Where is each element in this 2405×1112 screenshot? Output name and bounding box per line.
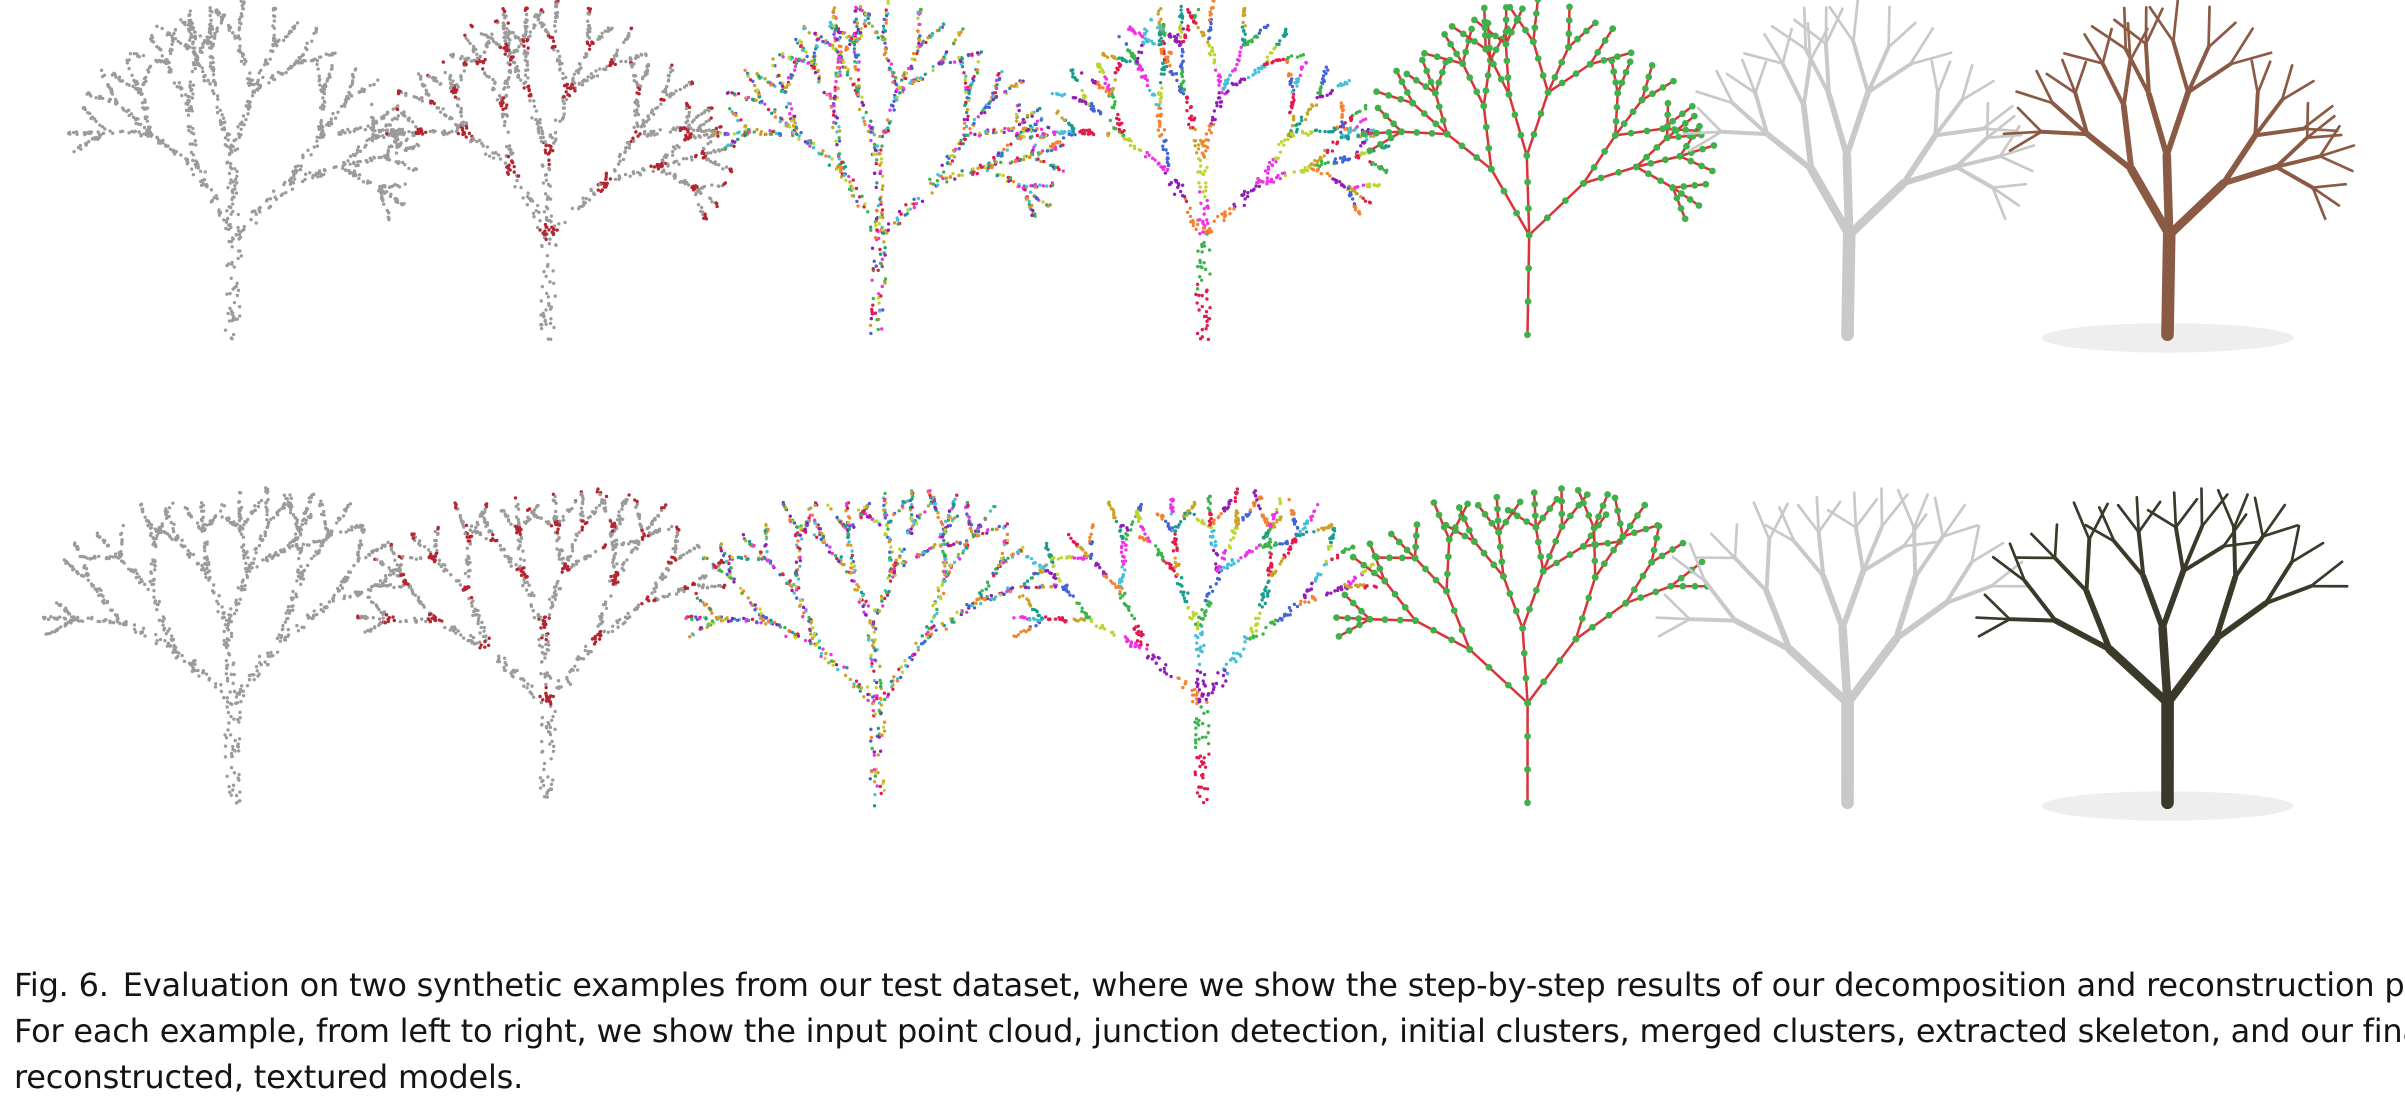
reconstructed-model-panel (1682, 0, 2036, 342)
input-point-cloud-panel (66, 0, 421, 341)
extracted-skeleton-panel (1333, 485, 1711, 807)
initial-clusters-panel (684, 489, 1058, 808)
example-2-row (41, 485, 2349, 821)
tree-figure (41, 0, 2356, 821)
figure-caption: Fig. 6. Evaluation on two synthetic examp… (14, 962, 2405, 1100)
caption-text-1: Evaluation on two synthetic examples fro… (122, 966, 2405, 1004)
caption-line-1: Fig. 6. Evaluation on two synthetic examp… (14, 962, 2405, 1008)
caption-line-2: For each example, from left to right, we… (14, 1012, 2405, 1050)
example-1-row (66, 0, 2356, 353)
textured-model-panel (1975, 487, 2349, 821)
reconstructed-model-panel (1655, 487, 2029, 810)
input-point-cloud-panel (41, 486, 413, 805)
textured-model-panel (2002, 0, 2356, 353)
merged-clusters-panel (1012, 487, 1378, 805)
merged-clusters-panel (1041, 0, 1391, 342)
initial-clusters-panel (711, 0, 1065, 336)
caption-line-3: reconstructed, textured models. (14, 1058, 524, 1096)
junction-detection-panel (385, 0, 736, 341)
figure-number-label: Fig. 6. (14, 966, 109, 1004)
junction-detection-panel (356, 487, 727, 799)
extracted-skeleton-panel (1360, 0, 1718, 339)
